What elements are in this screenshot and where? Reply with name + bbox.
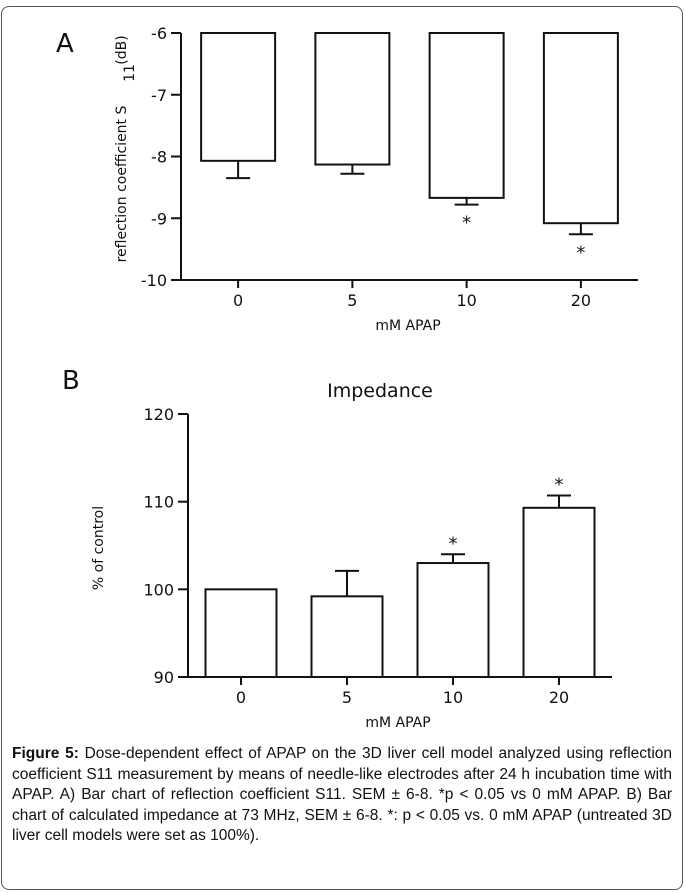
bar	[522, 506, 596, 679]
chart-a-xlabel: mM APAP	[375, 318, 440, 334]
significance-marker: *	[449, 533, 458, 554]
bar	[310, 595, 384, 679]
chart-a-ylabel-group: reflection coefficient S 11 (dB)	[114, 35, 138, 262]
chart-b-bars	[204, 494, 596, 679]
bar	[542, 32, 619, 225]
y-tick-label: -6	[151, 24, 167, 43]
bar	[416, 562, 490, 678]
chart-b-xlabel: mM APAP	[365, 715, 430, 731]
chart-a: A -6 -7 -8 -9 -10 0 5 10 * 20 * mM APAP reflection…	[56, 24, 638, 334]
chart-b-labels: 90 100 110 120 0 5 10 * 20 *	[143, 405, 569, 707]
figure-caption: Figure 5: Dose-dependent effect of APAP …	[12, 744, 672, 847]
significance-marker: *	[576, 242, 585, 263]
y-tick-label: 90	[154, 668, 174, 687]
x-tick-label: 0	[233, 291, 243, 310]
chart-a-labels: -6 -7 -8 -9 -10 0 5 10 * 20 *	[141, 24, 591, 310]
y-tick-label: 100	[143, 580, 174, 599]
y-tick-label: -8	[151, 148, 167, 167]
x-tick-label: 20	[549, 688, 569, 707]
x-tick-label: 20	[571, 291, 591, 310]
y-tick-label: -10	[141, 271, 167, 290]
y-tick-label: 110	[143, 493, 174, 512]
caption-text: Dose-dependent effect of APAP on the 3D …	[12, 745, 672, 844]
chart-b-ylabel: % of control	[91, 506, 107, 590]
y-tick-label: -7	[151, 86, 167, 105]
chart-b-title: Impedance	[327, 380, 433, 402]
chart-a-ylabel: reflection coefficient S	[114, 106, 130, 263]
chart-a-axes	[171, 32, 638, 288]
chart-a-bars	[200, 32, 619, 236]
x-tick-label: 10	[443, 688, 463, 707]
significance-marker: *	[462, 213, 471, 234]
chart-a-ylabel-unit: (dB)	[114, 35, 130, 64]
bar	[428, 32, 505, 199]
x-tick-label: 5	[347, 291, 357, 310]
chart-a-ylabel-sub: 11	[122, 64, 138, 82]
bar	[200, 32, 277, 162]
x-tick-label: 10	[456, 291, 476, 310]
caption-label: Figure 5:	[12, 745, 79, 762]
x-tick-label: 5	[342, 688, 352, 707]
y-tick-label: 120	[143, 405, 174, 424]
x-tick-label: 0	[236, 688, 246, 707]
bar	[314, 32, 391, 166]
panel-letter-b: B	[62, 366, 80, 396]
significance-marker: *	[555, 475, 564, 496]
panel-letter-a: A	[56, 29, 74, 59]
bar	[204, 588, 278, 678]
y-tick-label: -9	[151, 209, 167, 228]
